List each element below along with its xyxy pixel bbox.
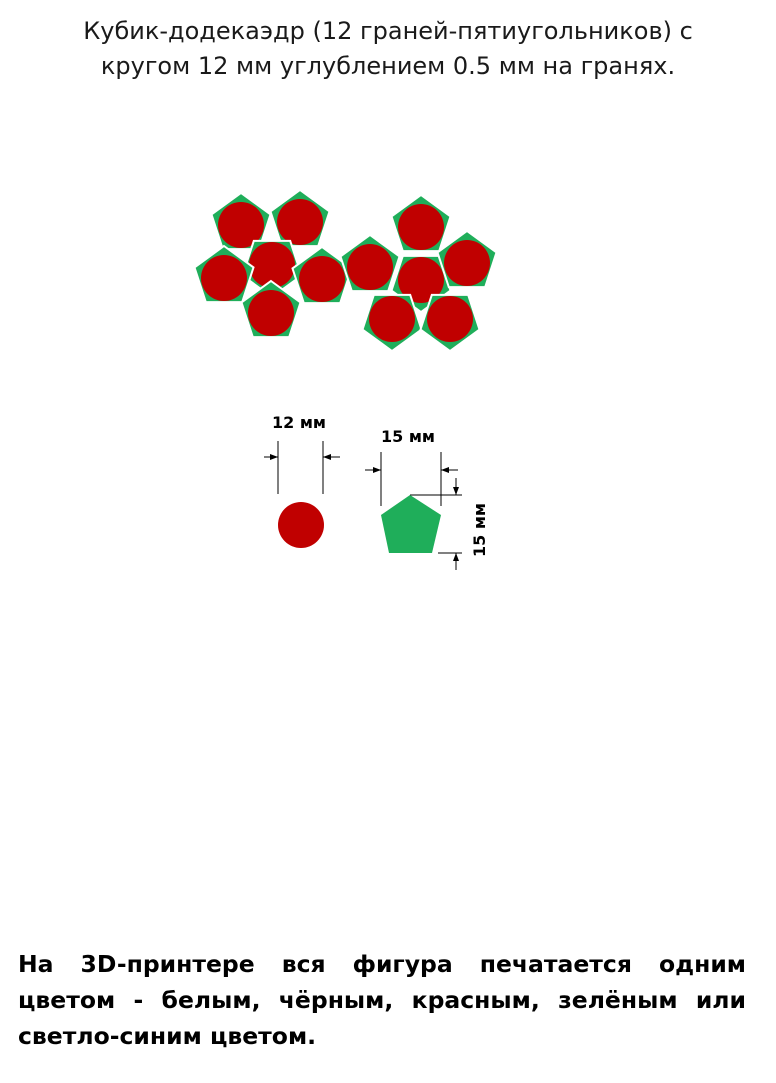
net-face-circle-5 <box>299 256 345 302</box>
net-face-circle-8 <box>347 244 393 290</box>
pentagon-dim-arrowhead-bottom <box>453 553 459 561</box>
net-face-circle-10 <box>444 240 490 286</box>
circle-dim-arrowhead-right <box>323 454 331 460</box>
net-face-circle-2 <box>277 199 323 245</box>
dodecahedron-net <box>193 188 498 353</box>
net-face-circle-3 <box>249 242 295 288</box>
net-face-circle-6 <box>248 290 294 336</box>
circle-dimension-label: 12 мм <box>272 413 326 432</box>
sample-circle <box>278 502 324 548</box>
pentagon-dim-arrowhead-top <box>453 487 459 495</box>
net-face-circle-1 <box>218 202 264 248</box>
pentagon-dim-arrowhead-right <box>441 467 449 473</box>
sample-pentagon <box>381 495 441 553</box>
net-face-circle-4 <box>201 255 247 301</box>
circle-dimension: 12 мм <box>264 413 340 548</box>
pentagon-height-label: 15 мм <box>470 503 489 557</box>
footer-note: На 3D-принтере вся фигура печатается одн… <box>18 950 746 1050</box>
net-face-circle-9 <box>398 257 444 303</box>
circle-dim-arrowhead-left <box>270 454 278 460</box>
net-face-circle-7 <box>398 204 444 250</box>
net-face-circle-11 <box>369 296 415 342</box>
title-line-2: кругом 12 мм углублением 0.5 мм на граня… <box>100 52 676 80</box>
net-face-circle-12 <box>427 296 473 342</box>
title-line-1: Кубик-додекаэдр (12 граней-пятиугольнико… <box>83 17 693 45</box>
pentagon-dim-arrowhead-left <box>373 467 381 473</box>
pentagon-dimension: 15 мм 15 мм <box>365 427 489 570</box>
page-title: Кубик-додекаэдр (12 граней-пятиугольнико… <box>0 14 776 84</box>
pentagon-width-label: 15 мм <box>381 427 435 446</box>
